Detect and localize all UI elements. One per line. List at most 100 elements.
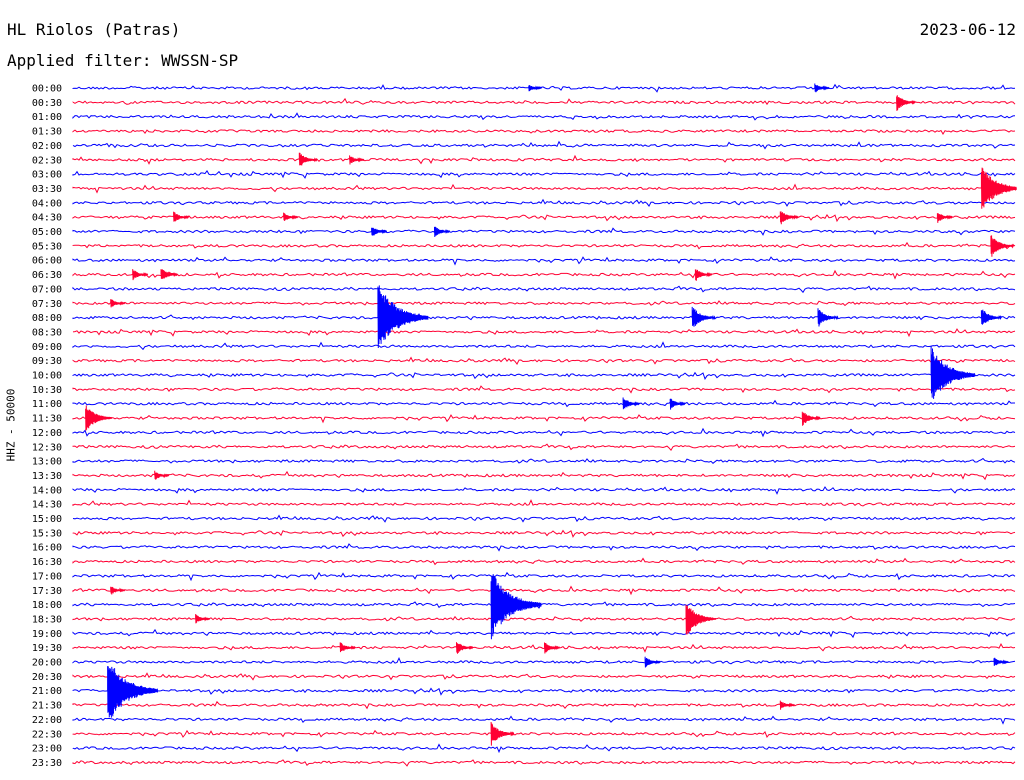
- time-tick-label: 18:00: [32, 600, 62, 611]
- seismic-event: [814, 83, 830, 93]
- seismic-event: [980, 309, 1002, 325]
- seismic-event: [544, 642, 561, 654]
- time-tick-label: 06:00: [32, 256, 62, 267]
- trace-line: [72, 759, 1016, 767]
- trace-line: [72, 585, 1016, 596]
- seismic-event: [85, 405, 113, 431]
- trace-line: [72, 269, 1016, 280]
- station-title: HL Riolos (Patras): [7, 20, 181, 39]
- trace-line: [72, 729, 1016, 738]
- trace-line: [72, 543, 1016, 552]
- event-group: [85, 83, 1017, 746]
- time-tick-label: 20:30: [32, 672, 62, 683]
- time-tick-label: 11:00: [32, 399, 62, 410]
- time-tick-label: 14:00: [32, 485, 62, 496]
- time-tick-label: 21:00: [32, 686, 62, 697]
- trace-group: [72, 83, 1016, 767]
- filter-label: Applied filter: WWSSN-SP: [7, 51, 239, 70]
- trace-line: [72, 628, 1016, 639]
- time-tick-label: 23:30: [32, 758, 62, 769]
- trace-line: [72, 112, 1016, 121]
- trace-line: [72, 300, 1016, 307]
- time-tick-label: 18:30: [32, 614, 62, 625]
- time-tick-label: 23:00: [32, 744, 62, 755]
- time-tick-labels: 00:00 00:30 01:00 01:30 02:00 02:30 03:00 03:30…: [32, 84, 62, 769]
- trace-line: [72, 385, 1016, 394]
- seismic-event: [779, 700, 795, 710]
- time-tick-label: 15:00: [32, 514, 62, 525]
- time-tick-label: 20:00: [32, 658, 62, 669]
- trace-line: [72, 256, 1016, 266]
- trace-line: [72, 715, 1016, 725]
- trace-line: [72, 486, 1016, 495]
- seismic-event: [691, 306, 716, 327]
- time-tick-label: 02:30: [32, 155, 62, 166]
- seismic-event: [990, 235, 1015, 257]
- time-tick-label: 09:30: [32, 356, 62, 367]
- time-tick-label: 12:00: [32, 428, 62, 439]
- time-tick-label: 11:30: [32, 414, 62, 425]
- time-tick-label: 17:30: [32, 586, 62, 597]
- trace-line: [72, 371, 1016, 381]
- seismic-event: [801, 411, 821, 426]
- time-tick-label: 10:00: [32, 371, 62, 382]
- time-tick-label: 17:00: [32, 571, 62, 582]
- time-tick-label: 13:00: [32, 457, 62, 468]
- trace-line: [72, 241, 1016, 250]
- trace-line: [72, 672, 1016, 681]
- time-tick-label: 03:30: [32, 184, 62, 195]
- time-tick-label: 00:00: [32, 84, 62, 95]
- seismic-event: [936, 213, 953, 223]
- seismic-event: [107, 666, 159, 718]
- seismic-event: [669, 398, 686, 410]
- trace-line: [72, 499, 1016, 507]
- trace-line: [72, 557, 1016, 566]
- trace-line: [72, 313, 1016, 321]
- trace-line: [72, 427, 1016, 438]
- seismic-event: [993, 657, 1009, 666]
- seismic-event: [930, 345, 976, 399]
- time-tick-label: 12:30: [32, 442, 62, 453]
- seismic-event: [644, 656, 661, 668]
- trace-line: [72, 140, 1016, 150]
- trace-line: [72, 328, 1016, 338]
- seismic-event: [160, 269, 178, 279]
- trace-line: [72, 213, 1016, 223]
- time-tick-label: 22:00: [32, 715, 62, 726]
- time-tick-label: 14:30: [32, 500, 62, 511]
- time-tick-label: 06:30: [32, 270, 62, 281]
- trace-line: [72, 154, 1016, 165]
- time-tick-label: 19:30: [32, 643, 62, 654]
- seismic-event: [779, 211, 799, 225]
- trace-line: [72, 83, 1016, 93]
- trace-line: [72, 457, 1016, 464]
- seismic-event: [195, 614, 211, 624]
- seismic-event: [132, 269, 149, 281]
- trace-line: [72, 529, 1016, 538]
- time-tick-label: 16:30: [32, 557, 62, 568]
- time-tick-label: 02:00: [32, 141, 62, 152]
- seismic-event: [283, 212, 299, 222]
- time-tick-label: 01:30: [32, 127, 62, 138]
- seismic-event: [622, 397, 640, 410]
- seismic-event: [490, 574, 542, 640]
- trace-line: [72, 643, 1016, 653]
- trace-line: [72, 743, 1016, 754]
- seismic-event: [298, 152, 318, 166]
- seismic-event: [377, 285, 429, 349]
- time-tick-label: 00:30: [32, 98, 62, 109]
- time-tick-label: 09:00: [32, 342, 62, 353]
- time-tick-label: 22:30: [32, 729, 62, 740]
- time-tick-label: 21:30: [32, 701, 62, 712]
- trace-line: [72, 687, 1016, 696]
- time-tick-label: 07:30: [32, 299, 62, 310]
- trace-line: [72, 399, 1015, 408]
- time-tick-label: 04:30: [32, 213, 62, 224]
- time-tick-label: 05:30: [32, 241, 62, 252]
- time-tick-label: 07:00: [32, 284, 62, 295]
- time-tick-label: 13:30: [32, 471, 62, 482]
- time-tick-label: 08:30: [32, 327, 62, 338]
- seismic-event: [434, 226, 450, 238]
- seismic-event: [110, 586, 126, 595]
